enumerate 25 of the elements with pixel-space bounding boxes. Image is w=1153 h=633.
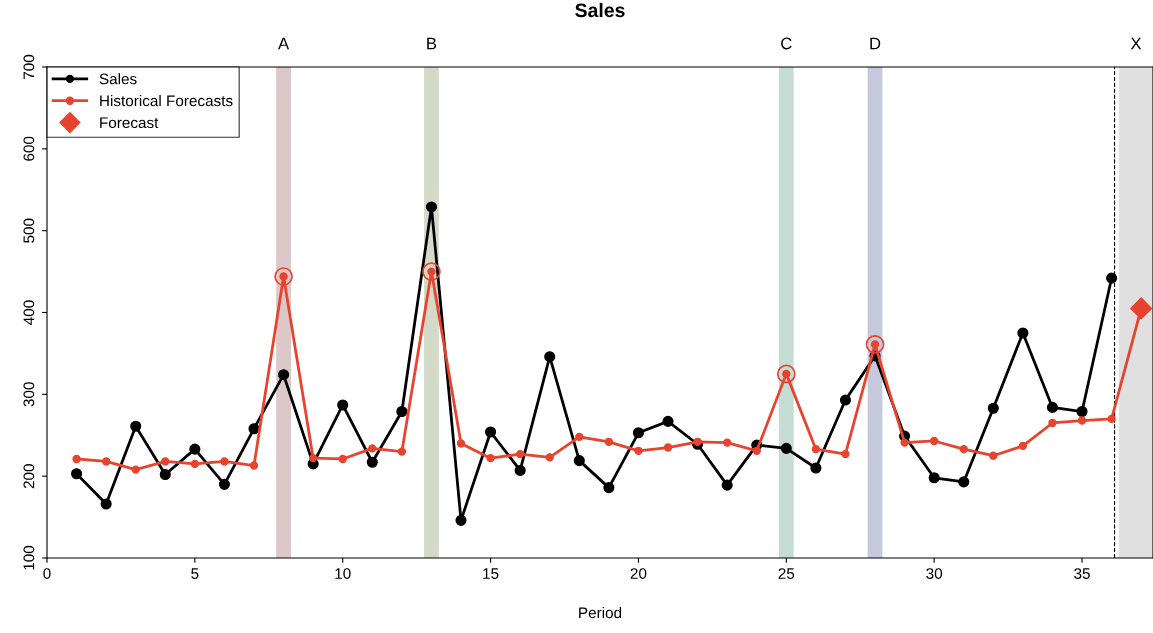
band-label: X	[1130, 37, 1142, 50]
y-tick-label: 100	[23, 545, 35, 570]
x-tick-label: 20	[630, 568, 647, 579]
y-tick-label: 600	[23, 136, 35, 161]
y-tick-label: 200	[23, 464, 35, 489]
y-tick-label: 700	[23, 54, 35, 79]
x-tick-label: 0	[43, 568, 51, 579]
x-axis-title: Period	[579, 606, 622, 619]
x-tick-label: 10	[335, 568, 351, 579]
legend-label: Historical Forecasts	[100, 94, 233, 107]
chart-title: Sales	[575, 2, 625, 18]
band-label: C	[781, 37, 792, 50]
legend-label: Forecast	[100, 117, 159, 129]
y-tick-label: 400	[23, 300, 35, 325]
y-tick-label: 300	[23, 382, 35, 407]
x-tick-label: 35	[1074, 568, 1090, 579]
x-tick-label: 25	[778, 568, 795, 579]
x-tick-label: 15	[483, 568, 499, 579]
band-label: D	[870, 37, 881, 50]
legend-label: Sales	[99, 73, 137, 85]
band-label: B	[427, 37, 437, 50]
x-tick-label: 30	[926, 568, 943, 579]
band-label: A	[278, 37, 290, 50]
y-tick-label: 500	[23, 218, 35, 243]
x-tick-label: 5	[191, 568, 199, 579]
